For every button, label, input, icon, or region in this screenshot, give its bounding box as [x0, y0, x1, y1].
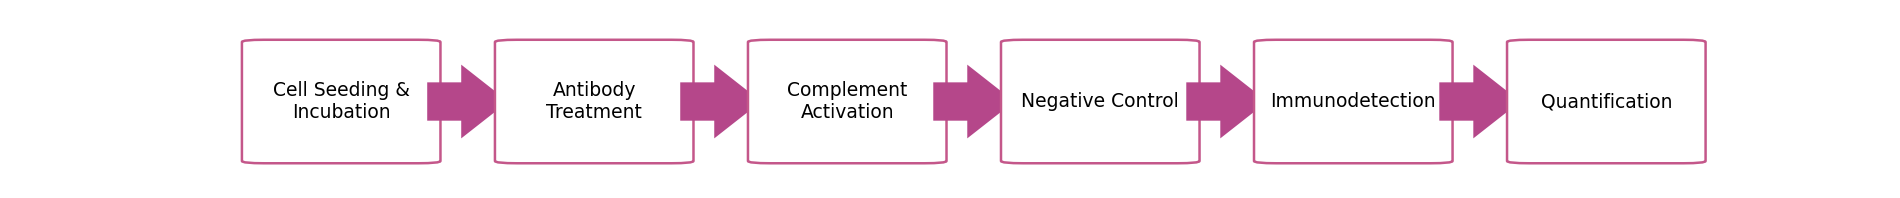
Polygon shape	[428, 65, 507, 138]
Text: Antibody
Treatment: Antibody Treatment	[547, 81, 642, 122]
FancyBboxPatch shape	[494, 40, 694, 163]
Polygon shape	[1440, 65, 1520, 138]
FancyBboxPatch shape	[241, 40, 441, 163]
FancyBboxPatch shape	[749, 40, 946, 163]
FancyBboxPatch shape	[1254, 40, 1454, 163]
Text: Immunodetection: Immunodetection	[1271, 92, 1436, 111]
Text: Negative Control: Negative Control	[1022, 92, 1180, 111]
Polygon shape	[680, 65, 762, 138]
Text: Quantification: Quantification	[1541, 92, 1672, 111]
FancyBboxPatch shape	[1001, 40, 1199, 163]
Polygon shape	[933, 65, 1015, 138]
Polygon shape	[1186, 65, 1267, 138]
FancyBboxPatch shape	[1507, 40, 1706, 163]
Text: Complement
Activation: Complement Activation	[787, 81, 908, 122]
Text: Cell Seeding &
Incubation: Cell Seeding & Incubation	[274, 81, 410, 122]
